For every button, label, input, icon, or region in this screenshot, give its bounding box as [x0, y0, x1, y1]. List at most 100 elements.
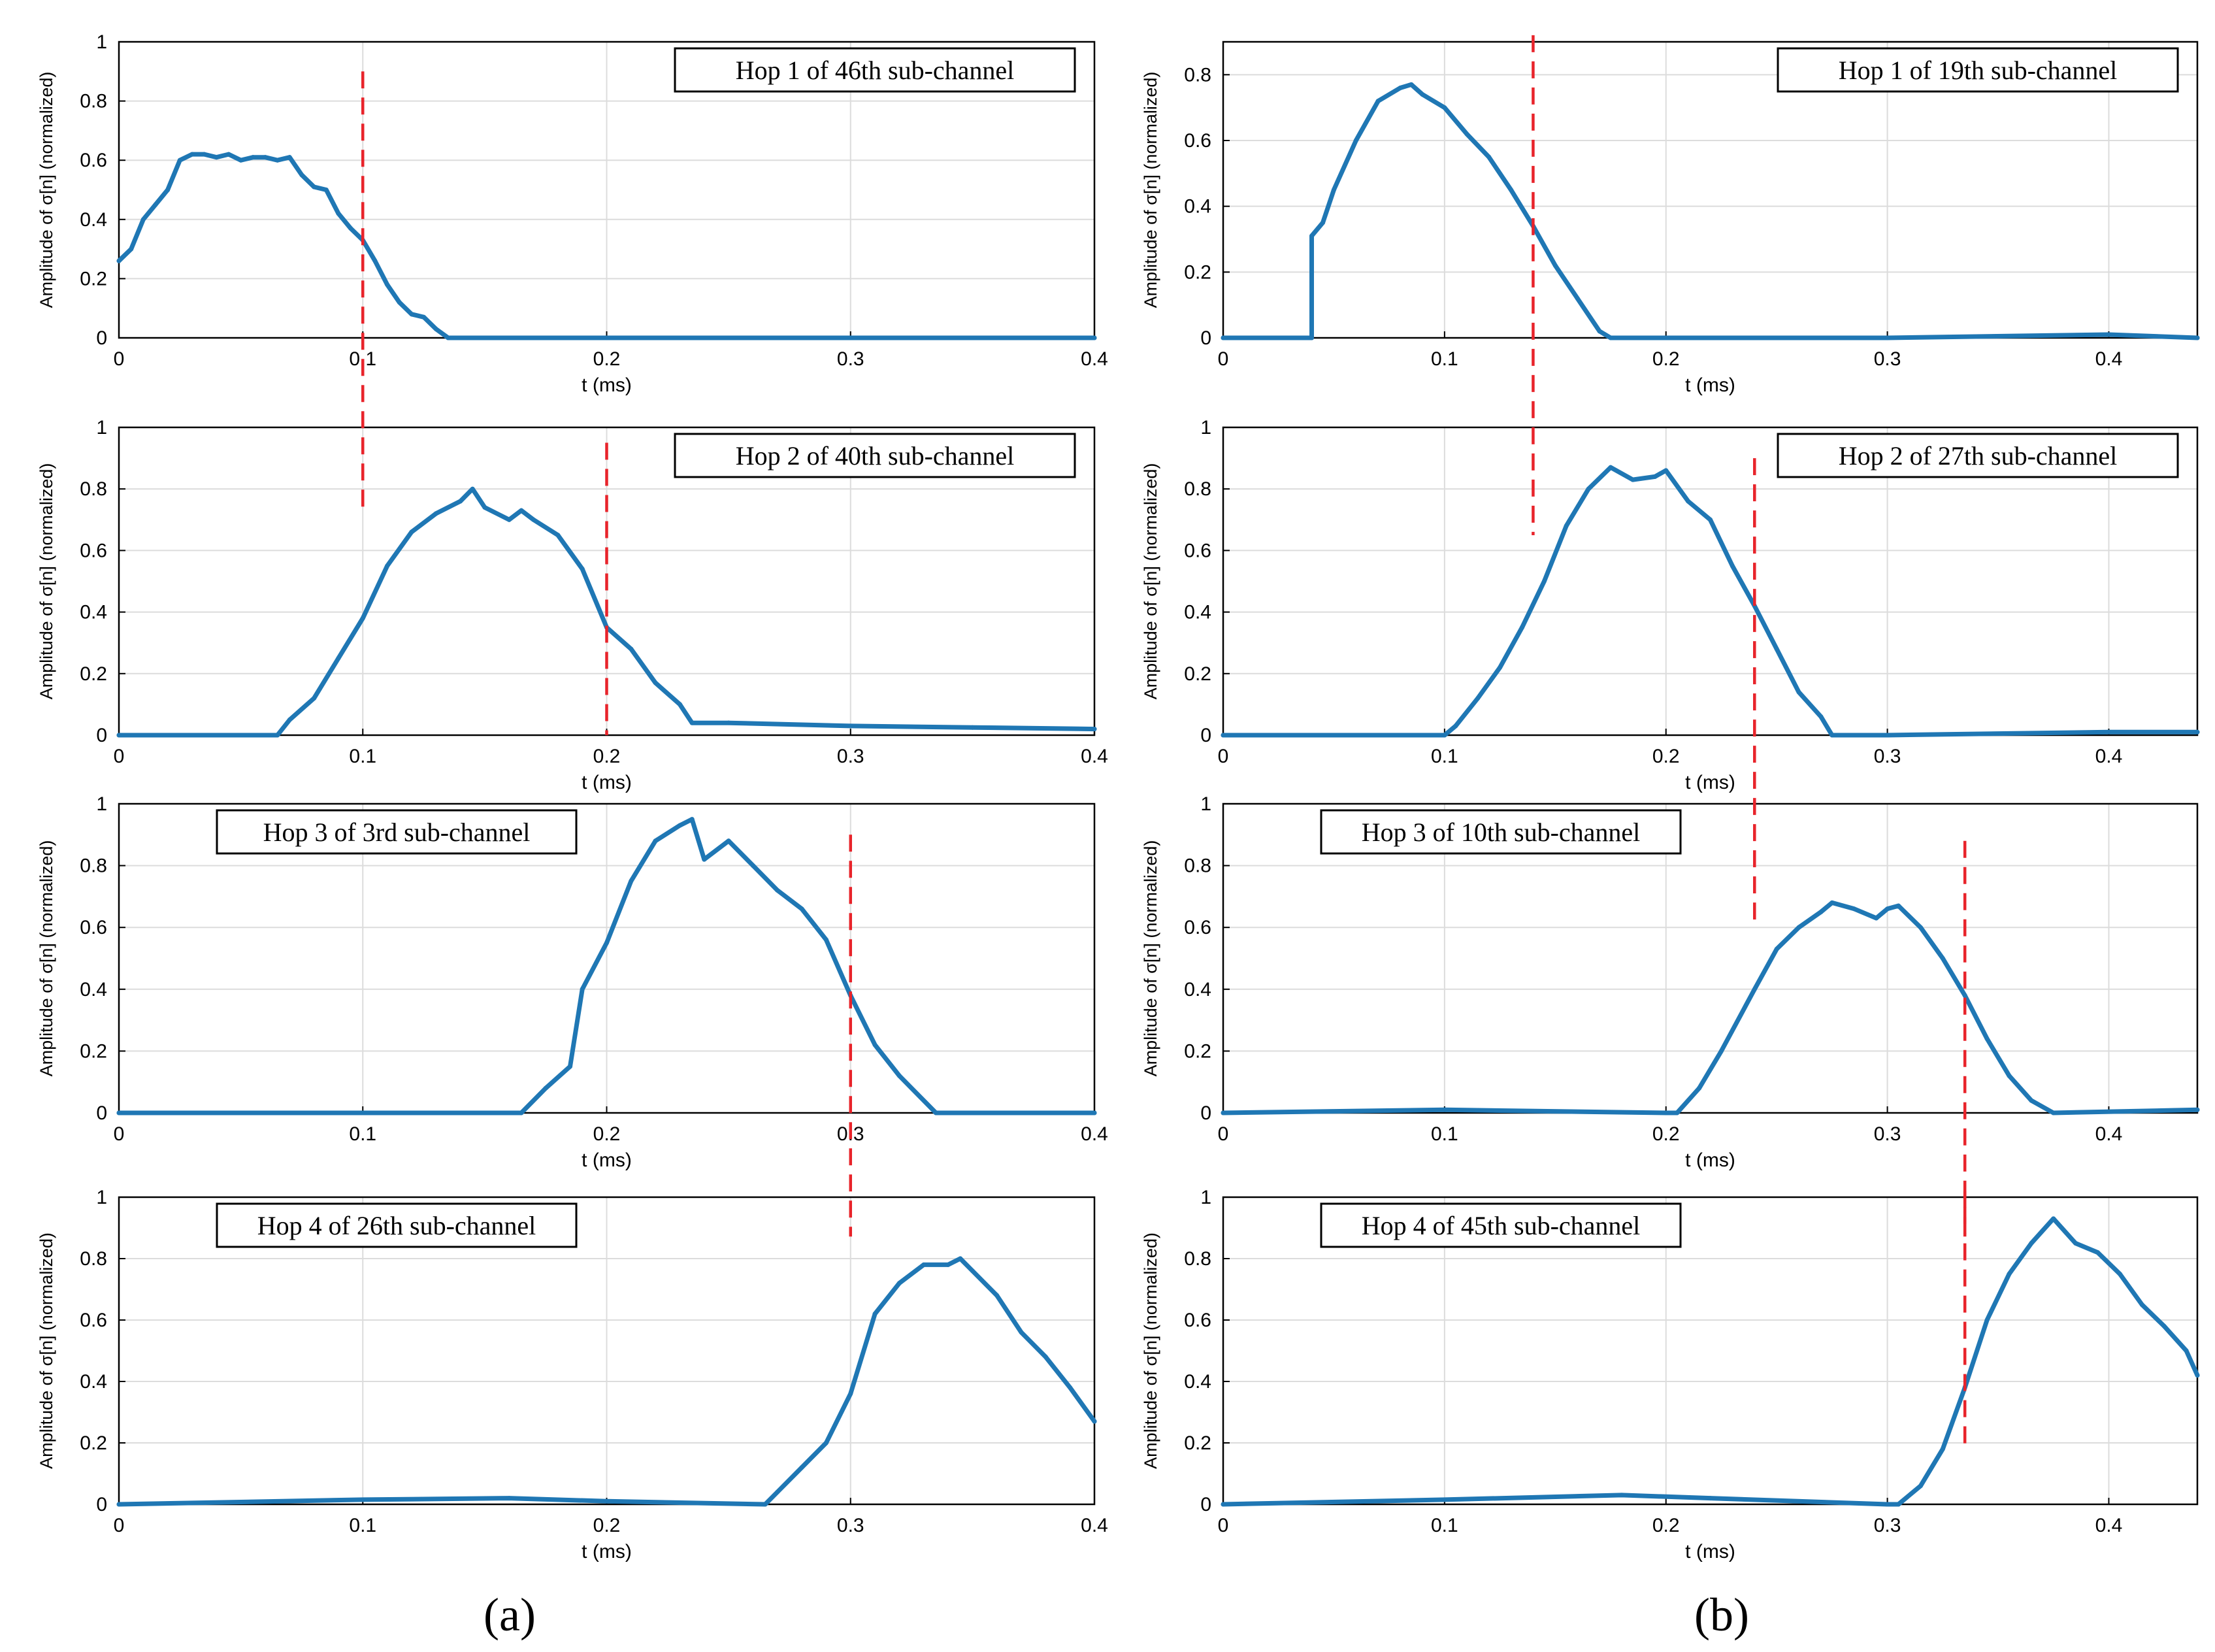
legend-box-b3 — [1320, 809, 1682, 855]
y-tick-label-b3: 1 — [1200, 793, 1211, 815]
data-point-a4 — [945, 1262, 951, 1267]
data-point-a3 — [933, 1110, 938, 1115]
legend-text-a3: Hop 3 of 3rd sub-channel — [263, 818, 531, 847]
data-point-a1 — [348, 225, 353, 231]
data-point-a4 — [1043, 1354, 1048, 1359]
plot-area-b2 — [1223, 427, 2197, 735]
data-point-a1 — [848, 335, 853, 340]
data-point-a4 — [848, 1391, 853, 1396]
y-tick-label-b2: 0.4 — [1184, 602, 1211, 623]
data-point-a1 — [312, 184, 317, 190]
data-point-b2 — [1829, 733, 1835, 738]
data-point-b1 — [1409, 82, 1414, 87]
x-tick-label-b4: 0.4 — [2095, 1515, 2123, 1536]
legend-box-a4 — [216, 1202, 578, 1248]
x-axis-label-a4: t (ms) — [582, 1541, 632, 1562]
data-point-a2 — [312, 695, 317, 701]
x-axis-label-b4: t (ms) — [1685, 1541, 1735, 1562]
legend-a4: Hop 4 of 26th sub-channel — [216, 1202, 578, 1248]
data-point-a3 — [543, 1085, 548, 1091]
subplot-a4: 0 0.1 0.2 0.3 0.4 0 0.2 0.4 0.6 0.8 1 t (ms) Amplitu… — [37, 1187, 1108, 1562]
data-point-a1 — [165, 188, 171, 192]
data-point-b1 — [1552, 263, 1558, 268]
data-point-b2 — [1664, 468, 1669, 473]
data-point-b3 — [1752, 987, 1757, 992]
y-tick-label-b1: 0.6 — [1184, 130, 1211, 152]
y-tick-label-a3: 0.2 — [80, 1040, 107, 1062]
y-tick-label-b2: 0.2 — [1184, 663, 1211, 685]
x-tick-label-b4: 0 — [1218, 1515, 1229, 1536]
data-point-a1 — [263, 155, 268, 160]
data-point-a3 — [872, 1042, 878, 1048]
data-point-b1 — [1398, 85, 1403, 90]
panel-label-b: (b) — [1694, 1589, 1749, 1641]
x-tick-label-b3: 0.3 — [1874, 1123, 1901, 1145]
y-tick-label-b2: 1 — [1200, 417, 1211, 438]
data-point-b1 — [1420, 92, 1425, 97]
x-axis-label-a1: t (ms) — [582, 374, 632, 396]
data-point-b3 — [1984, 1036, 1990, 1041]
y-tick-label-a4: 0.4 — [80, 1371, 107, 1393]
data-point-b1 — [2195, 335, 2200, 340]
data-point-a1 — [189, 152, 195, 157]
data-point-b1 — [1309, 335, 1315, 340]
data-point-b3 — [1962, 993, 1967, 998]
subplot-a3: 00.10.20.30.400.20.40.60.81t (ms)Amplitu… — [37, 793, 1108, 1171]
data-point-b3 — [1896, 903, 1901, 908]
data-point-a3 — [726, 838, 731, 844]
axes-frame-b4 — [1222, 1196, 2199, 1506]
data-point-b4 — [1442, 1497, 1447, 1502]
data-point-b3 — [2051, 1110, 2056, 1115]
x-tick-label-b1: 0.3 — [1874, 348, 1901, 370]
y-axis-label-b1: Amplitude of σ[n] (normalized) — [1141, 72, 1160, 308]
data-point-b2 — [2106, 729, 2111, 735]
data-point-b4 — [1984, 1317, 1990, 1323]
data-point-b4 — [1940, 1446, 1945, 1451]
data-point-a3 — [750, 863, 755, 868]
legend-b4: Hop 4 of 45th sub-channel — [1320, 1202, 1682, 1248]
x-tick-label-a2: 0.4 — [1081, 746, 1108, 767]
data-point-b3 — [1664, 1110, 1669, 1115]
x-tick-label-b3: 0.1 — [1431, 1123, 1458, 1145]
data-point-b3 — [1818, 910, 1824, 915]
y-tick-label-a3: 0 — [96, 1102, 107, 1124]
y-tick-label-a2: 0.2 — [80, 663, 107, 685]
legend-text-b4: Hop 4 of 45th sub-channel — [1362, 1211, 1641, 1240]
data-point-a4 — [921, 1262, 927, 1267]
legend-text-b3: Hop 3 of 10th sub-channel — [1362, 818, 1641, 847]
data-point-a4 — [994, 1293, 1000, 1298]
data-point-a4 — [872, 1312, 878, 1317]
data-point-b3 — [1940, 956, 1945, 961]
y-tick-label-a2: 0.4 — [80, 602, 107, 623]
y-tick-label-b2: 0.8 — [1184, 478, 1211, 500]
series-line-b2 — [1221, 465, 2200, 738]
data-point-a1 — [372, 258, 378, 263]
data-point-a3 — [1092, 1110, 1097, 1115]
y-tick-label-a3: 0.8 — [80, 855, 107, 877]
data-point-a2 — [336, 655, 341, 661]
data-point-a1 — [140, 217, 146, 222]
x-tick-label-a1: 0.3 — [837, 348, 864, 370]
y-tick-label-a4: 0.8 — [80, 1248, 107, 1270]
y-axis-label-b4: Amplitude of σ[n] (normalized) — [1141, 1232, 1160, 1469]
data-point-a2 — [433, 511, 438, 516]
data-point-b2 — [1453, 723, 1458, 729]
data-point-a2 — [531, 517, 536, 522]
data-point-b2 — [1652, 474, 1658, 479]
data-point-a3 — [677, 823, 682, 828]
y-tick-label-a1: 0.2 — [80, 268, 107, 289]
y-tick-label-b3: 0.4 — [1184, 979, 1211, 1000]
data-point-a2 — [287, 717, 292, 722]
data-point-a4 — [763, 1502, 768, 1507]
data-point-a2 — [409, 529, 414, 535]
data-point-a2 — [482, 504, 487, 510]
data-point-a4 — [1019, 1330, 1024, 1335]
y-tick-label-a3: 0.6 — [80, 917, 107, 938]
data-point-a2 — [629, 646, 634, 652]
data-point-b3 — [1918, 925, 1923, 930]
data-point-a3 — [823, 937, 829, 942]
legend-text-a4: Hop 4 of 26th sub-channel — [257, 1211, 536, 1240]
data-point-b4 — [2007, 1272, 2012, 1276]
data-point-a3 — [896, 1073, 902, 1078]
